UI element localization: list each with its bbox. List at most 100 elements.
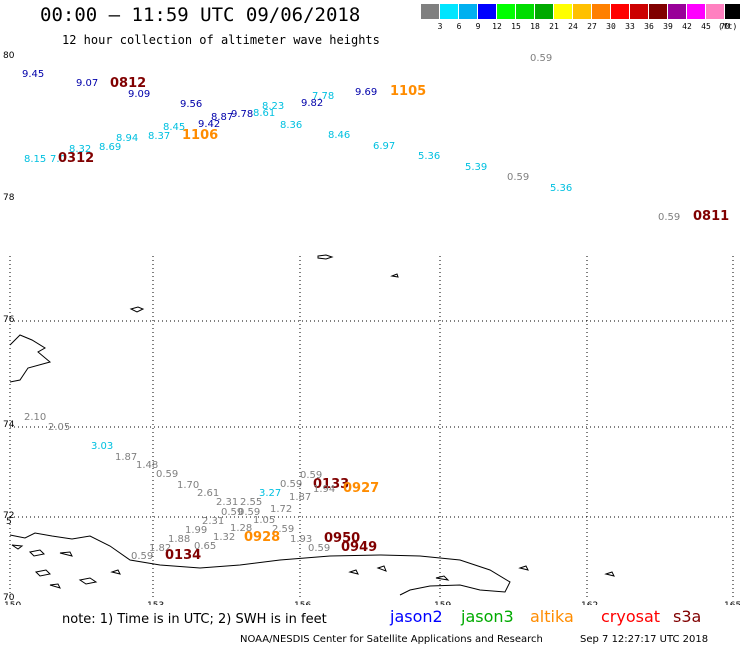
graticule bbox=[9, 256, 734, 600]
wave-height-label: 9.78 bbox=[231, 109, 253, 120]
pass-time-label: 0811 bbox=[693, 209, 729, 224]
pass-time-label: 0927 bbox=[343, 481, 379, 496]
color-swatch bbox=[440, 4, 459, 19]
wave-height-label: 1.93 bbox=[290, 534, 312, 545]
wave-height-label: 8.23 bbox=[262, 101, 284, 112]
pass-time-label: 1105 bbox=[390, 84, 426, 99]
satellite-legend-item: s3a bbox=[673, 607, 702, 626]
color-scale-tick: 39 bbox=[663, 22, 673, 31]
wave-height-label: 0.59 bbox=[221, 507, 243, 518]
color-scale-tick: 6 bbox=[456, 22, 462, 31]
wave-height-label: 1.82 bbox=[149, 543, 171, 554]
color-swatch bbox=[706, 4, 725, 19]
lon-tick-label: 162 bbox=[581, 601, 598, 605]
wave-height-label: 8.69 bbox=[99, 142, 121, 153]
color-swatch bbox=[516, 4, 535, 19]
wave-height-label: 8.87 bbox=[211, 112, 233, 123]
lon-tick-label: 159 bbox=[434, 601, 451, 605]
wave-height-label: 1.48 bbox=[136, 460, 158, 471]
coastline bbox=[9, 254, 615, 596]
color-swatch bbox=[668, 4, 687, 19]
wave-height-label: 8.45 bbox=[163, 122, 185, 133]
lat-tick-label: 70 bbox=[3, 593, 15, 603]
timestamp-text: Sep 7 12:27:17 UTC 2018 bbox=[580, 634, 709, 645]
color-scale-tick: 15 bbox=[511, 22, 521, 31]
wave-height-label: 2.61 bbox=[197, 488, 219, 499]
wave-height-label: 0.59 bbox=[131, 551, 153, 562]
color-swatch bbox=[535, 4, 554, 19]
lat-tick-label: 5 bbox=[6, 517, 12, 527]
wave-height-label: 1.28 bbox=[230, 523, 252, 534]
wave-height-label: 9.69 bbox=[355, 87, 377, 98]
color-swatch bbox=[459, 4, 478, 19]
wave-height-label: 9.45 bbox=[22, 69, 44, 80]
satellite-legend-item: jason3 bbox=[461, 607, 514, 626]
color-swatch bbox=[687, 4, 706, 19]
lat-tick-label: 72 bbox=[3, 511, 14, 521]
color-swatch bbox=[497, 4, 516, 19]
map-subtitle: 12 hour collection of altimeter wave hei… bbox=[62, 33, 380, 47]
wave-height-label: 8.37 bbox=[148, 131, 170, 142]
wave-height-label: 1.87 bbox=[289, 492, 311, 503]
wave-height-label: 0.59 bbox=[507, 172, 529, 183]
color-scale-tick: 30 bbox=[606, 22, 616, 31]
color-scale-tick: 42 bbox=[682, 22, 692, 31]
wave-height-label: 5.39 bbox=[465, 162, 487, 173]
wave-height-label: 5.36 bbox=[550, 183, 572, 194]
wave-height-label: 9.56 bbox=[180, 99, 202, 110]
color-swatch bbox=[478, 4, 497, 19]
color-swatch bbox=[554, 4, 573, 19]
color-scale-tick: 3 bbox=[437, 22, 443, 31]
credit-text: NOAA/NESDIS Center for Satellite Applica… bbox=[240, 634, 543, 645]
wave-height-label: 0.59 bbox=[156, 469, 178, 480]
wave-height-map: 80 78 76 74 72 70150 153 156 159 162 165 5 9.45 9.07… bbox=[3, 51, 740, 605]
color-scale-tick: 45 bbox=[701, 22, 711, 31]
wave-height-label: 1.88 bbox=[168, 534, 190, 545]
wave-height-label: 8.36 bbox=[280, 120, 302, 131]
wave-height-label: 1.99 bbox=[185, 525, 207, 536]
wave-height-label: 2.31 bbox=[216, 497, 238, 508]
color-scale-bar bbox=[421, 4, 740, 19]
color-scale-tick: 27 bbox=[587, 22, 597, 31]
wave-height-label: 0.59 bbox=[300, 470, 322, 481]
wave-height-label: 8.61 bbox=[253, 108, 275, 119]
color-swatch bbox=[573, 4, 592, 19]
color-swatch bbox=[611, 4, 630, 19]
color-scale-tick: 12 bbox=[492, 22, 502, 31]
wave-height-label: 2.05 bbox=[48, 422, 70, 433]
color-swatch bbox=[421, 4, 440, 19]
wave-height-label: 0.59 bbox=[280, 479, 302, 490]
pass-time-label: 0950 bbox=[324, 531, 360, 546]
color-scale-tick: 33 bbox=[625, 22, 635, 31]
satellite-legend-item: jason2 bbox=[390, 607, 443, 626]
wave-height-label: 1.05 bbox=[253, 515, 275, 526]
wave-height-label: 2.59 bbox=[272, 524, 294, 535]
color-scale-tick: 9 bbox=[475, 22, 481, 31]
color-scale-tick: 24 bbox=[568, 22, 578, 31]
lat-tick-label: 80 bbox=[3, 51, 15, 61]
lon-tick-label: 150 bbox=[4, 601, 21, 605]
lat-tick-label: 78 bbox=[3, 193, 15, 203]
color-scale-tick: 70 bbox=[720, 22, 730, 31]
wave-height-label: 0.59 bbox=[308, 543, 330, 554]
wave-height-label: 7.78 bbox=[312, 91, 334, 102]
color-scale-labels: 3 6 9 12 15 18 21 24 27 30 33 36 39 42 45 70 bbox=[421, 22, 740, 34]
wave-height-label: 2.10 bbox=[24, 412, 46, 423]
color-scale-tick: 18 bbox=[530, 22, 540, 31]
wave-height-label: 9.07 bbox=[76, 78, 98, 89]
wave-height-label: 5.36 bbox=[418, 151, 440, 162]
wave-height-label: 9.42 bbox=[198, 119, 220, 130]
wave-height-label: 8.46 bbox=[328, 130, 350, 141]
pass-time-label: 1106 bbox=[182, 128, 218, 143]
lon-tick-label: 165 bbox=[724, 601, 740, 605]
color-scale-tick: 21 bbox=[549, 22, 559, 31]
lat-tick-label: 76 bbox=[3, 315, 15, 325]
lat-tick-label: 74 bbox=[3, 420, 15, 430]
color-swatch bbox=[725, 4, 740, 19]
wave-height-label: 1.32 bbox=[213, 532, 235, 543]
wave-height-label: 1.94 bbox=[313, 484, 335, 495]
color-scale-tick: 36 bbox=[644, 22, 654, 31]
pass-time-label: 0928 bbox=[244, 530, 280, 545]
wave-height-label: 0.59 bbox=[238, 507, 260, 518]
pass-time-label: 0312 bbox=[58, 151, 94, 166]
